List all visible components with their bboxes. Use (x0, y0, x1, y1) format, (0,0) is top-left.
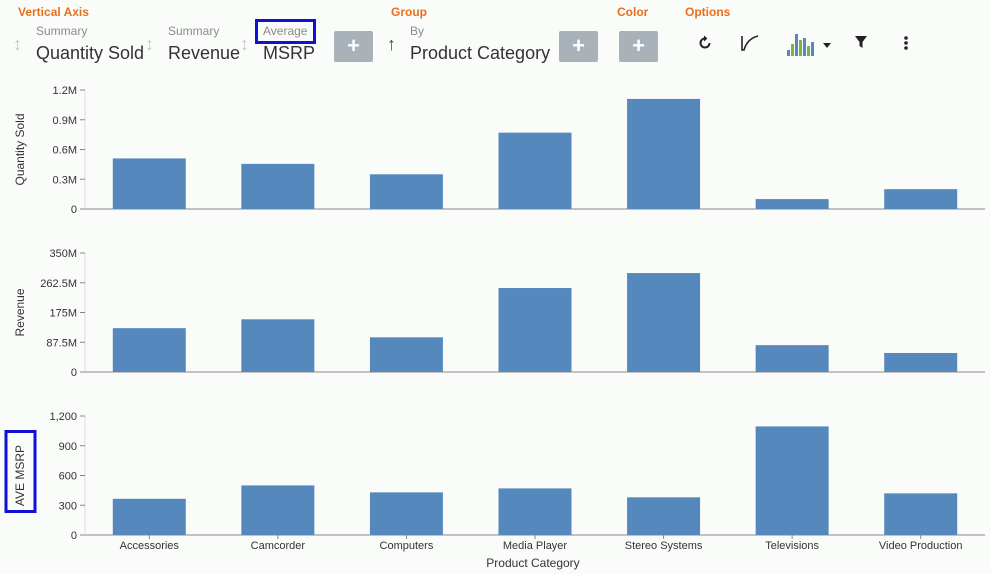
highlight-box (255, 19, 316, 44)
y-tick-label: 1,200 (49, 411, 77, 423)
x-tick-label: Camcorder (251, 540, 306, 552)
toolbar: Vertical Axis Group Color Options ↕ Summ… (0, 0, 991, 75)
add-color-button[interactable]: + (619, 31, 658, 62)
bar (755, 426, 829, 535)
add-vertical-axis-button[interactable]: + (334, 31, 373, 62)
y-tick-label: 300 (59, 500, 77, 512)
y-tick-label: 0 (71, 530, 77, 542)
curve-icon[interactable] (740, 34, 760, 52)
vertical-axis-title: Vertical Axis (18, 5, 89, 19)
options-title: Options (685, 5, 731, 19)
y-tick-label: 0.9M (53, 115, 77, 127)
bar (627, 273, 701, 372)
bar (884, 189, 958, 209)
y-tick-label: 0 (71, 204, 77, 216)
x-tick-label: Stereo Systems (625, 540, 703, 552)
field-quantity-sold[interactable]: Summary Quantity Sold (36, 24, 144, 64)
field-prefix: Summary (168, 24, 220, 38)
field-prefix: By (410, 24, 425, 38)
field-prefix: Average (263, 24, 308, 38)
x-tick-label: Computers (380, 540, 434, 552)
field-name: Product Category (410, 43, 551, 63)
field-name: Quantity Sold (36, 43, 145, 63)
bar (241, 319, 315, 372)
bar (498, 132, 572, 209)
y-tick-label: 0 (71, 367, 77, 379)
field-name: MSRP (263, 43, 316, 63)
field-msrp[interactable]: Average MSRP (263, 24, 315, 64)
bar (498, 488, 572, 535)
x-tick-label: Media Player (503, 540, 568, 552)
y-tick-label: 900 (59, 441, 77, 453)
group-title: Group (391, 5, 427, 19)
bar (112, 158, 186, 209)
y-axis-label: Revenue (13, 288, 27, 336)
bar (884, 352, 958, 372)
sort-icon[interactable]: ↕ (13, 34, 22, 54)
x-axis-label: Product Category (486, 556, 579, 570)
bar (627, 98, 701, 209)
y-tick-label: 1.2M (53, 85, 77, 97)
chart-type-icon[interactable] (786, 30, 834, 58)
bar (884, 493, 958, 535)
field-revenue[interactable]: Summary Revenue (168, 24, 240, 64)
sort-icon[interactable]: ↕ (145, 34, 154, 54)
bar (755, 345, 829, 372)
y-tick-label: 175M (49, 308, 77, 320)
y-tick-label: 0.6M (53, 145, 77, 157)
bar (112, 498, 186, 535)
y-tick-label: 600 (59, 471, 77, 483)
bar (369, 337, 443, 372)
bar (369, 492, 443, 535)
y-axis-label: Quantity Sold (13, 113, 27, 185)
bar (241, 163, 315, 209)
bar (369, 174, 443, 209)
y-tick-label: 350M (49, 248, 77, 260)
sort-ascending-icon[interactable]: ↑ (387, 34, 396, 54)
x-tick-label: Accessories (120, 540, 180, 552)
bar (627, 497, 701, 535)
more-vertical-icon[interactable] (902, 34, 910, 52)
bar (755, 199, 829, 209)
field-name: Revenue (168, 43, 241, 63)
y-axis-label: AVE MSRP (13, 445, 27, 506)
sort-icon[interactable]: ↕ (240, 34, 249, 54)
highlight-box (4, 430, 37, 513)
refresh-icon[interactable] (696, 34, 714, 52)
y-tick-label: 262.5M (40, 278, 77, 290)
add-group-button[interactable]: + (559, 31, 598, 62)
group-field[interactable]: By Product Category (410, 24, 550, 64)
bar (498, 288, 572, 372)
filter-icon[interactable] (853, 34, 869, 50)
bar (112, 328, 186, 372)
color-title: Color (617, 5, 649, 19)
y-tick-label: 87.5M (46, 337, 77, 349)
field-prefix: Summary (36, 24, 88, 38)
y-tick-label: 0.3M (53, 174, 77, 186)
x-tick-label: Video Production (879, 540, 963, 552)
bar (241, 485, 315, 535)
x-tick-label: Televisions (765, 540, 819, 552)
